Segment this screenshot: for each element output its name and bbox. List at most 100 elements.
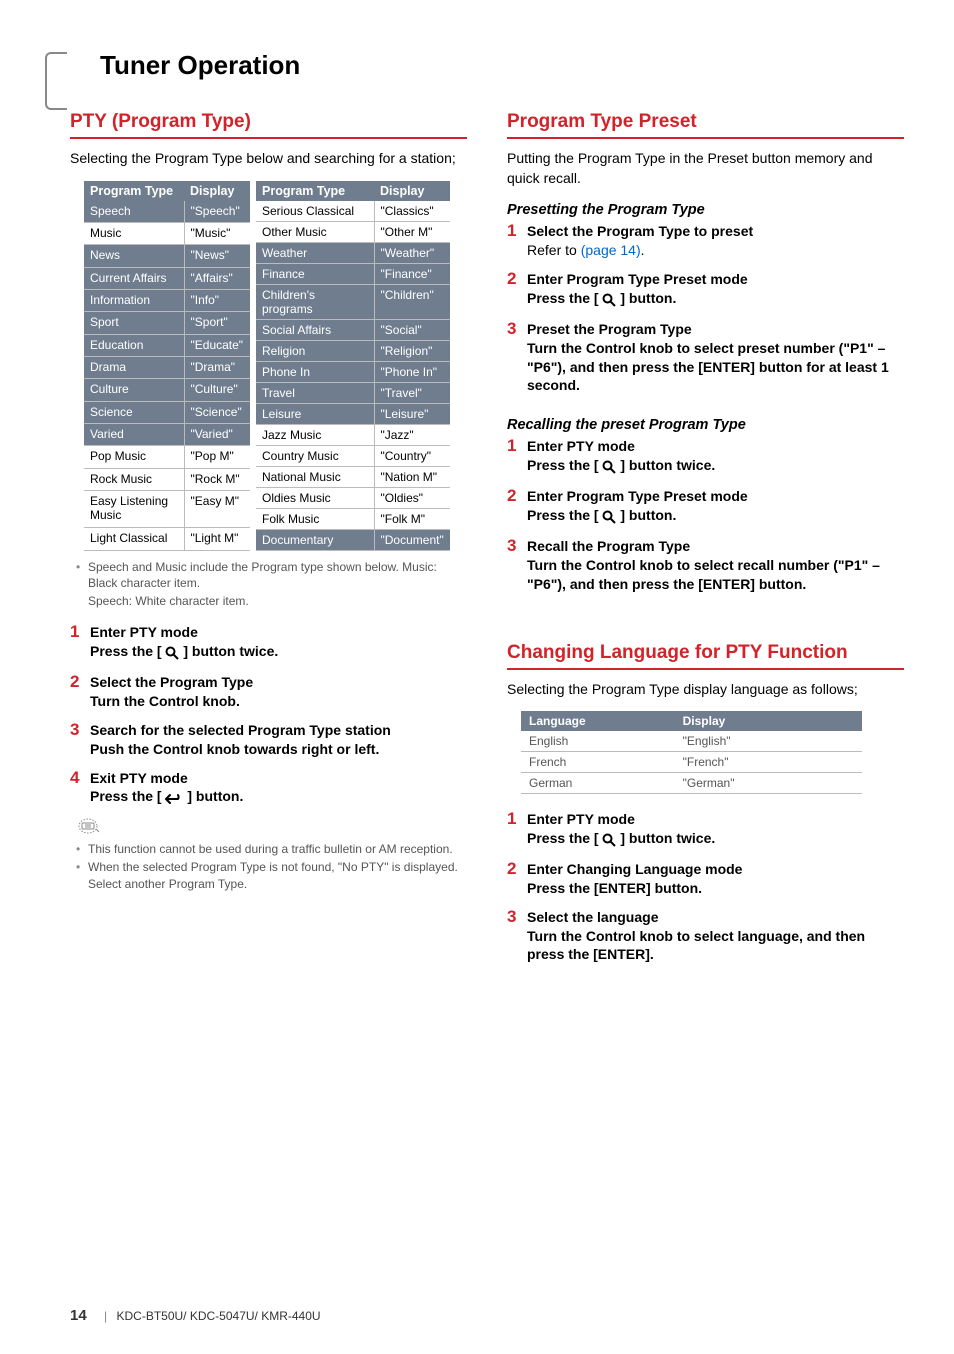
cell-dp: "Religion" bbox=[374, 340, 450, 361]
table-row: Weather"Weather" bbox=[256, 242, 450, 263]
th-display: Display bbox=[675, 711, 863, 731]
cell-lang: English bbox=[521, 731, 675, 752]
page-footer: 14 | KDC-BT50U/ KDC-5047U/ KMR-440U bbox=[70, 1307, 321, 1324]
note-traffic: This function cannot be used during a tr… bbox=[70, 841, 467, 857]
table-row: Phone In"Phone In" bbox=[256, 361, 450, 382]
cell-pt: National Music bbox=[256, 466, 374, 487]
th-program-type: Program Type bbox=[256, 181, 374, 201]
step: 3Recall the Program TypeTurn the Control… bbox=[507, 537, 904, 594]
cell-pt: Leisure bbox=[256, 403, 374, 424]
lang-heading: Changing Language for PTY Function bbox=[507, 642, 904, 670]
step-number: 3 bbox=[507, 320, 521, 396]
cell-dp: "Light M" bbox=[184, 528, 250, 551]
step-body: Press the [ENTER] button. bbox=[527, 880, 702, 896]
cell-pt: Phone In bbox=[256, 361, 374, 382]
step-heading: Enter PTY mode bbox=[527, 437, 904, 456]
cell-pt: Education bbox=[84, 334, 184, 356]
cell-pt: Speech bbox=[84, 201, 184, 223]
table-row: Culture"Culture" bbox=[84, 379, 250, 401]
cell-dp: "News" bbox=[184, 245, 250, 267]
cell-pt: Religion bbox=[256, 340, 374, 361]
th-language: Language bbox=[521, 711, 675, 731]
table-row: Drama"Drama" bbox=[84, 356, 250, 378]
table-row: Documentary"Document" bbox=[256, 529, 450, 550]
cell-dp: "Culture" bbox=[184, 379, 250, 401]
cell-pt: Culture bbox=[84, 379, 184, 401]
cell-pt: Other Music bbox=[256, 221, 374, 242]
cell-dp: "Finance" bbox=[374, 263, 450, 284]
cell-dp: "Oldies" bbox=[374, 487, 450, 508]
step-heading: Enter PTY mode bbox=[90, 623, 467, 642]
table-row: German"German" bbox=[521, 773, 862, 794]
step-body: Turn the Control knob to select preset n… bbox=[527, 340, 889, 394]
step: 1Select the Program Type to presetRefer … bbox=[507, 222, 904, 260]
table-row: Information"Info" bbox=[84, 289, 250, 311]
page-title: Tuner Operation bbox=[70, 50, 904, 81]
table-row: Finance"Finance" bbox=[256, 263, 450, 284]
cell-pt: Pop Music bbox=[84, 446, 184, 468]
table-row: Rock Music"Rock M" bbox=[84, 468, 250, 490]
cross-ref-link[interactable]: (page 14) bbox=[581, 242, 641, 258]
cell-dp: "French" bbox=[675, 752, 863, 773]
cell-dp: "Varied" bbox=[184, 423, 250, 445]
language-table: Language Display English"English"French"… bbox=[521, 711, 862, 794]
cell-dp: "Easy M" bbox=[184, 490, 250, 527]
search-icon bbox=[602, 508, 616, 527]
step-number: 3 bbox=[507, 908, 521, 965]
note-no-pty: When the selected Program Type is not fo… bbox=[70, 859, 467, 891]
search-icon bbox=[602, 831, 616, 850]
left-column: PTY (Program Type) Selecting the Program… bbox=[70, 111, 467, 974]
cell-pt: Jazz Music bbox=[256, 424, 374, 445]
pty-tables: Program Type Display Speech"Speech"Music… bbox=[70, 181, 467, 551]
page-number: 14 bbox=[70, 1307, 87, 1324]
cell-dp: "Weather" bbox=[374, 242, 450, 263]
table-row: News"News" bbox=[84, 245, 250, 267]
table-row: Speech"Speech" bbox=[84, 201, 250, 223]
table-row: Easy Listening Music"Easy M" bbox=[84, 490, 250, 527]
cell-pt: Documentary bbox=[256, 529, 374, 550]
cell-pt: Easy Listening Music bbox=[84, 490, 184, 527]
cell-lang: French bbox=[521, 752, 675, 773]
step-number: 4 bbox=[70, 769, 84, 809]
table-row: Folk Music"Folk M" bbox=[256, 508, 450, 529]
table-row: Education"Educate" bbox=[84, 334, 250, 356]
step: 3 Preset the Program TypeTurn the Control… bbox=[507, 320, 904, 396]
lang-intro: Selecting the Program Type display langu… bbox=[507, 680, 904, 700]
th-program-type: Program Type bbox=[84, 181, 184, 201]
preset-intro: Putting the Program Type in the Preset b… bbox=[507, 149, 904, 188]
cell-dp: "Country" bbox=[374, 445, 450, 466]
cell-pt: Light Classical bbox=[84, 528, 184, 551]
cell-dp: "Drama" bbox=[184, 356, 250, 378]
cell-dp: "Phone In" bbox=[374, 361, 450, 382]
right-column: Program Type Preset Putting the Program … bbox=[507, 111, 904, 974]
presetting-subhead: Presetting the Program Type bbox=[507, 202, 904, 218]
th-display: Display bbox=[374, 181, 450, 201]
cell-dp: "Other M" bbox=[374, 221, 450, 242]
step-body: Press the [ bbox=[527, 507, 602, 523]
cell-dp: "English" bbox=[675, 731, 863, 752]
table-row: Science"Science" bbox=[84, 401, 250, 423]
cell-dp: "Travel" bbox=[374, 382, 450, 403]
table-row: Music"Music" bbox=[84, 222, 250, 244]
cell-dp: "Folk M" bbox=[374, 508, 450, 529]
footer-sep: | bbox=[104, 1309, 107, 1323]
cell-pt: Science bbox=[84, 401, 184, 423]
table-row: Current Affairs"Affairs" bbox=[84, 267, 250, 289]
cell-dp: "Speech" bbox=[184, 201, 250, 223]
table-row: Religion"Religion" bbox=[256, 340, 450, 361]
model-name: KDC-BT50U/ KDC-5047U/ KMR-440U bbox=[117, 1309, 321, 1323]
step: 1Enter PTY modePress the [ ] button twic… bbox=[70, 623, 467, 663]
table-row: Social Affairs"Social" bbox=[256, 319, 450, 340]
step: 3Search for the selected Program Type st… bbox=[70, 721, 467, 759]
step-number: 2 bbox=[70, 673, 84, 711]
cell-dp: "Science" bbox=[184, 401, 250, 423]
step-heading: Preset the Program Type bbox=[527, 320, 904, 339]
step-body: Turn the Control knob to select language… bbox=[527, 928, 865, 963]
step-number: 3 bbox=[70, 721, 84, 759]
cell-dp: "Rock M" bbox=[184, 468, 250, 490]
step-body: Press the [ bbox=[527, 457, 602, 473]
note-speech-white: Speech: White character item. bbox=[70, 593, 467, 609]
table-row: Sport"Sport" bbox=[84, 312, 250, 334]
table-row: French"French" bbox=[521, 752, 862, 773]
table-row: Jazz Music"Jazz" bbox=[256, 424, 450, 445]
